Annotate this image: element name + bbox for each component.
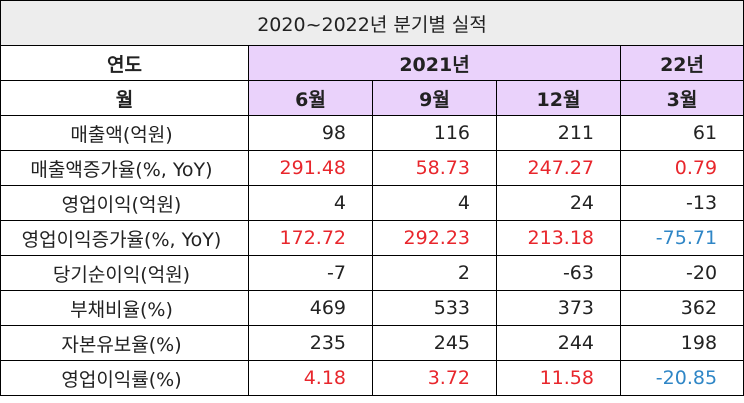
row-label: 당기순이익(억원) — [0, 255, 249, 291]
row-label: 영업이익(억원) — [0, 185, 249, 221]
value-cell: 291.48 — [248, 150, 373, 186]
table-row: 부채비율(%) 469 533 373 362 — [0, 290, 744, 326]
value-cell: 245 — [372, 325, 497, 361]
row-label: 영업이익증가율(%, YoY) — [0, 220, 249, 256]
value-cell: 235 — [248, 325, 373, 361]
value-cell: 244 — [496, 325, 621, 361]
table-row: 자본유보율(%) 235 245 244 198 — [0, 325, 744, 361]
value-cell: 247.27 — [496, 150, 621, 186]
row-label: 자본유보율(%) — [0, 325, 249, 361]
title-row: 2020~2022년 분기별 실적 — [0, 0, 744, 46]
table-title: 2020~2022년 분기별 실적 — [0, 0, 744, 46]
month-header-label: 월 — [0, 80, 249, 116]
value-cell: 4.18 — [248, 360, 373, 396]
table-row: 영업이익증가율(%, YoY) 172.72 292.23 213.18 -75.71 — [0, 220, 744, 256]
value-cell: 0.79 — [619, 150, 744, 186]
value-cell: 292.23 — [372, 220, 497, 256]
value-cell: 58.73 — [372, 150, 497, 186]
value-cell: 4 — [372, 185, 497, 221]
value-cell: 373 — [496, 290, 621, 326]
value-cell: -20 — [619, 255, 744, 291]
table-row: 영업이익(억원) 4 4 24 -13 — [0, 185, 744, 221]
month-header-sep: 9월 — [372, 80, 497, 116]
year-22-header: 22년 — [619, 45, 744, 81]
value-cell: 198 — [619, 325, 744, 361]
value-cell: 2 — [372, 255, 497, 291]
value-cell: 469 — [248, 290, 373, 326]
value-cell: -7 — [248, 255, 373, 291]
table-row: 당기순이익(억원) -7 2 -63 -20 — [0, 255, 744, 291]
value-cell: 98 — [248, 115, 373, 151]
table-row: 영업이익률(%) 4.18 3.72 11.58 -20.85 — [0, 360, 744, 396]
row-label: 부채비율(%) — [0, 290, 249, 326]
value-cell: 533 — [372, 290, 497, 326]
value-cell: 4 — [248, 185, 373, 221]
value-cell: -20.85 — [619, 360, 744, 396]
month-header-mar: 3월 — [619, 80, 744, 116]
month-header-row: 월 6월 9월 12월 3월 — [0, 80, 744, 116]
value-cell: -75.71 — [619, 220, 744, 256]
value-cell: 116 — [372, 115, 497, 151]
value-cell: 211 — [496, 115, 621, 151]
month-header-jun: 6월 — [248, 80, 373, 116]
value-cell: 213.18 — [496, 220, 621, 256]
value-cell: -63 — [496, 255, 621, 291]
value-cell: 3.72 — [372, 360, 497, 396]
row-label: 매출액증가율(%, YoY) — [0, 150, 249, 186]
year-header-row: 연도 2021년 22년 — [0, 45, 744, 81]
year-2021-header: 2021년 — [248, 45, 621, 81]
value-cell: 172.72 — [248, 220, 373, 256]
month-header-dec: 12월 — [496, 80, 621, 116]
value-cell: 61 — [619, 115, 744, 151]
table-body: 매출액(억원) 98 116 211 61 매출액증가율(%, YoY) 291.48 58.… — [0, 115, 744, 396]
row-label: 매출액(억원) — [0, 115, 249, 151]
row-label: 영업이익률(%) — [0, 360, 249, 396]
value-cell: -13 — [619, 185, 744, 221]
value-cell: 362 — [619, 290, 744, 326]
value-cell: 11.58 — [496, 360, 621, 396]
table-row: 매출액(억원) 98 116 211 61 — [0, 115, 744, 151]
year-header-label: 연도 — [0, 45, 249, 81]
table-row: 매출액증가율(%, YoY) 291.48 58.73 247.27 0.79 — [0, 150, 744, 186]
value-cell: 24 — [496, 185, 621, 221]
